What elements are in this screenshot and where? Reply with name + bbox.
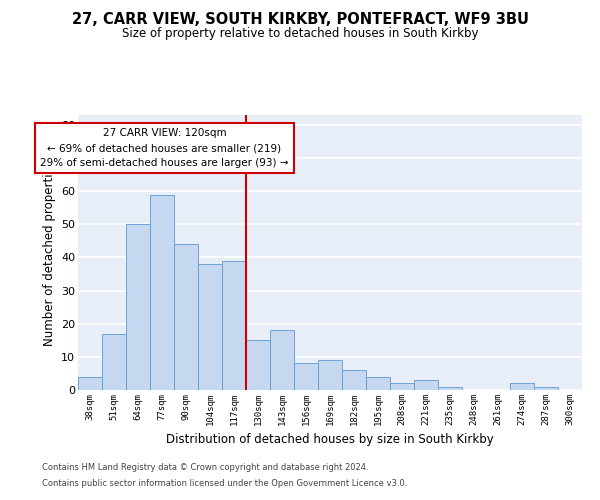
Bar xyxy=(438,386,462,390)
Bar xyxy=(78,376,102,390)
Bar xyxy=(126,224,150,390)
Bar xyxy=(150,194,174,390)
Text: 27 CARR VIEW: 120sqm
← 69% of detached houses are smaller (219)
29% of semi-deta: 27 CARR VIEW: 120sqm ← 69% of detached h… xyxy=(40,128,289,168)
Y-axis label: Number of detached properties: Number of detached properties xyxy=(43,160,56,346)
Bar xyxy=(414,380,438,390)
Bar xyxy=(270,330,294,390)
Bar xyxy=(246,340,270,390)
Bar xyxy=(342,370,366,390)
Text: Contains public sector information licensed under the Open Government Licence v3: Contains public sector information licen… xyxy=(42,478,407,488)
Bar xyxy=(198,264,222,390)
Bar xyxy=(294,364,318,390)
Bar xyxy=(390,384,414,390)
Text: Size of property relative to detached houses in South Kirkby: Size of property relative to detached ho… xyxy=(122,28,478,40)
Bar xyxy=(222,261,246,390)
Bar xyxy=(318,360,342,390)
Bar xyxy=(174,244,198,390)
Bar xyxy=(366,376,390,390)
Bar xyxy=(534,386,558,390)
X-axis label: Distribution of detached houses by size in South Kirkby: Distribution of detached houses by size … xyxy=(166,434,494,446)
Text: Contains HM Land Registry data © Crown copyright and database right 2024.: Contains HM Land Registry data © Crown c… xyxy=(42,464,368,472)
Bar xyxy=(510,384,534,390)
Text: 27, CARR VIEW, SOUTH KIRKBY, PONTEFRACT, WF9 3BU: 27, CARR VIEW, SOUTH KIRKBY, PONTEFRACT,… xyxy=(71,12,529,28)
Bar xyxy=(102,334,126,390)
